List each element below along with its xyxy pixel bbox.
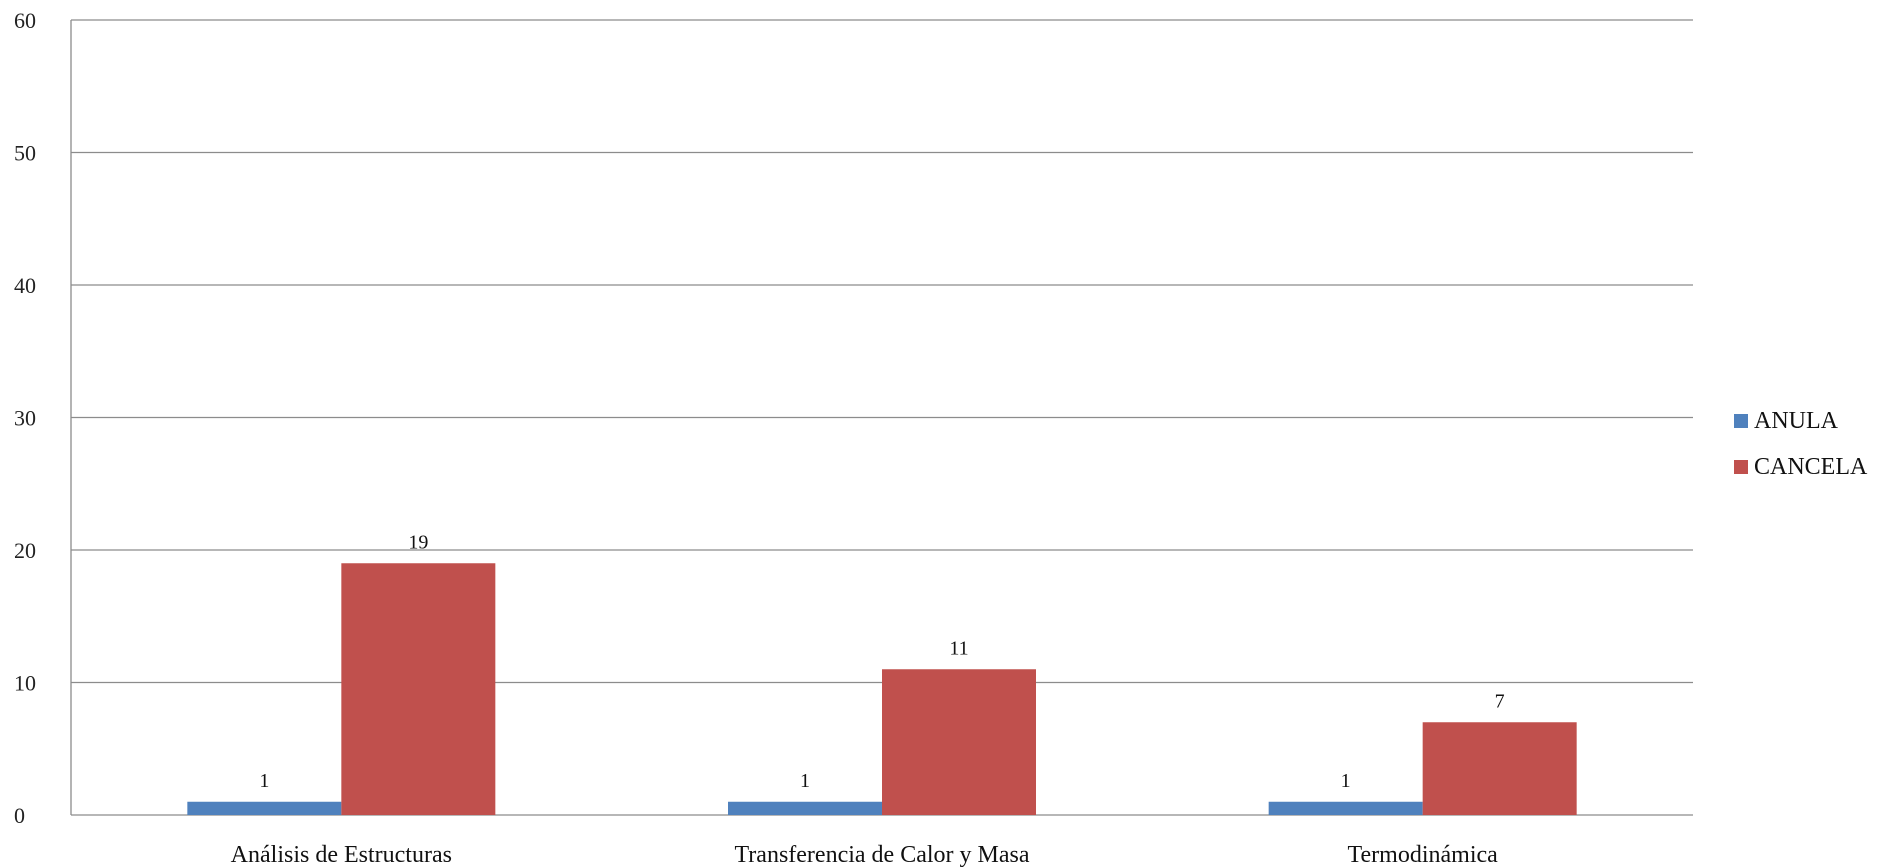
legend-swatch-anula <box>1734 414 1748 428</box>
data-label: 1 <box>800 770 810 792</box>
bar-cancela-2 <box>882 669 1036 815</box>
y-tick-label: 20 <box>14 538 36 563</box>
data-label: 1 <box>1341 770 1351 792</box>
data-label: 19 <box>408 531 428 553</box>
y-tick-label: 50 <box>14 141 36 166</box>
bar-anula-3 <box>1268 801 1423 815</box>
bar-cancela-1 <box>341 563 496 815</box>
x-category-label: Transferencia de Calor y Masa <box>734 842 1029 868</box>
y-tick-label: 30 <box>14 406 36 431</box>
data-label: 1 <box>259 770 269 792</box>
data-label: 11 <box>949 637 968 659</box>
y-tick-label: 60 <box>14 8 36 33</box>
bar-anula-2 <box>728 801 882 815</box>
y-axis-ticks: 0 10 20 30 40 50 60 <box>14 8 36 828</box>
x-category-label: Análisis de Estructuras <box>231 842 452 868</box>
data-label: 7 <box>1495 690 1505 712</box>
x-category-label: Termodinámica <box>1348 842 1499 868</box>
legend-label: CANCELA <box>1754 454 1868 480</box>
x-axis-categories: Análisis de Estructuras Transferencia de … <box>231 842 1498 868</box>
legend-swatch-cancela <box>1734 460 1748 474</box>
y-tick-label: 0 <box>14 803 25 828</box>
bar-cancela-3 <box>1422 722 1577 815</box>
bars <box>187 563 1577 815</box>
legend-label: ANULA <box>1754 408 1839 434</box>
y-tick-label: 10 <box>14 671 36 696</box>
legend: ANULA CANCELA <box>1734 408 1868 480</box>
y-tick-label: 40 <box>14 273 36 298</box>
bar-anula-1 <box>187 801 342 815</box>
